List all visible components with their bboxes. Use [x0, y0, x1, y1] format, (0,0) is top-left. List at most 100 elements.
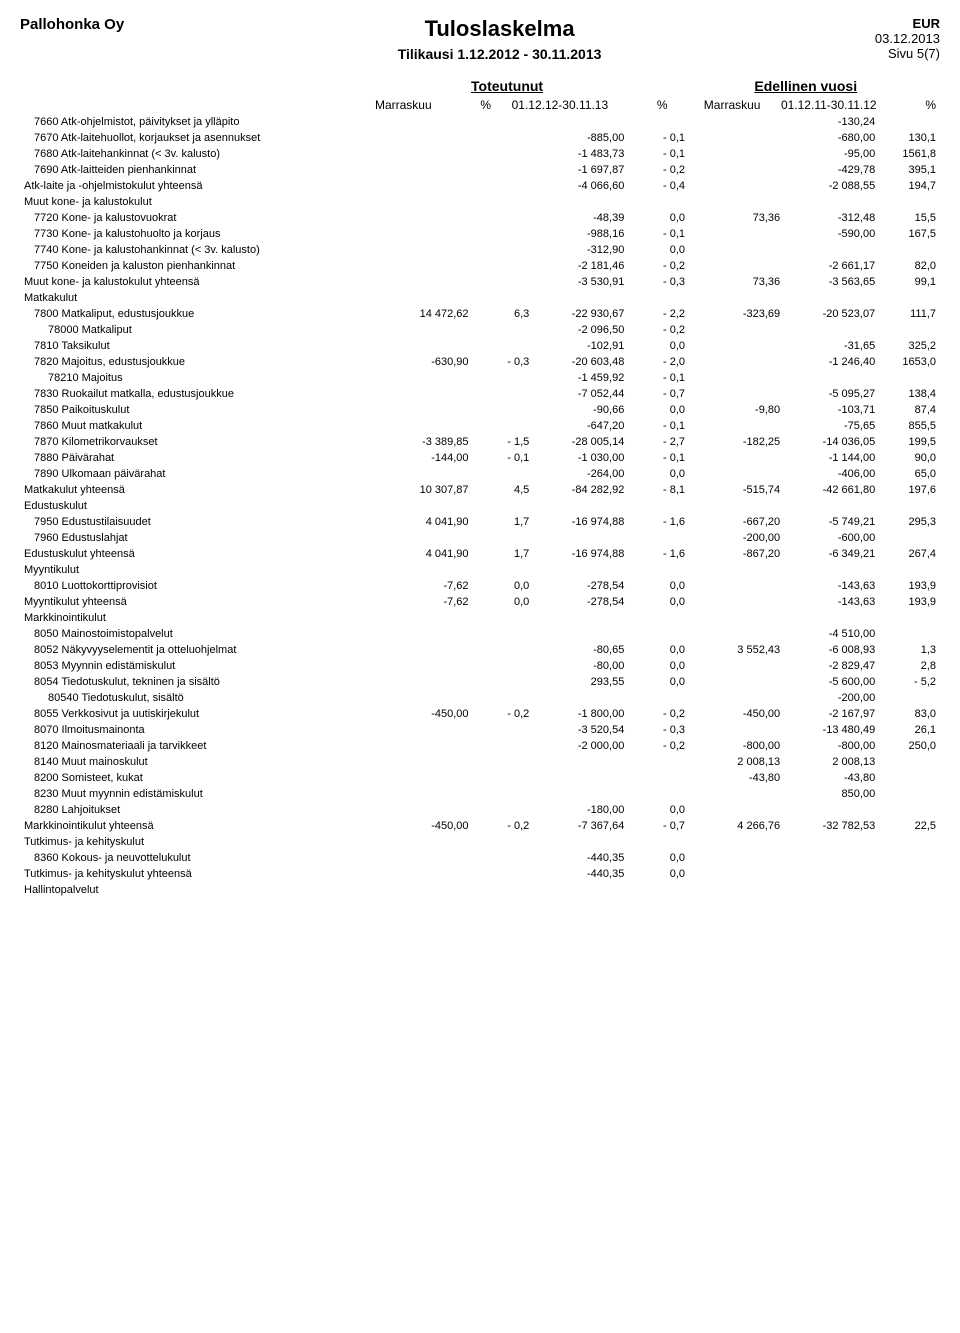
table-row: 8053 Myynnin edistämiskulut-80,000,0-2 8… [20, 658, 940, 674]
cell-c3: -885,00 [533, 130, 628, 146]
cell-p1: -200,00 [689, 530, 784, 546]
cell-c2 [473, 610, 534, 626]
cell-p1 [689, 594, 784, 610]
cell-c1: -630,90 [377, 354, 472, 370]
cell-c4: 0,0 [628, 578, 689, 594]
group-prev: Edellinen vuosi [672, 76, 941, 96]
cell-c4 [628, 290, 689, 306]
cell-c2 [473, 210, 534, 226]
cell-c1 [377, 194, 472, 210]
row-label: 7860 Muut matkakulut [20, 418, 377, 434]
cell-c1: -7,62 [377, 578, 472, 594]
cell-c1 [377, 866, 472, 882]
cell-c1 [377, 370, 472, 386]
row-label: 7830 Ruokailut matkalla, edustusjoukkue [20, 386, 377, 402]
cell-c1 [377, 674, 472, 690]
cell-p3: 83,0 [879, 706, 940, 722]
cell-c2: 0,0 [473, 594, 534, 610]
cell-p1: -450,00 [689, 706, 784, 722]
cell-c3: -1 483,73 [533, 146, 628, 162]
row-label: 7800 Matkaliput, edustusjoukkue [20, 306, 377, 322]
row-label: 8054 Tiedotuskulut, tekninen ja sisältö [20, 674, 377, 690]
row-label: 80540 Tiedotuskulut, sisältö [20, 690, 377, 706]
cell-p3 [879, 626, 940, 642]
cell-c2 [473, 770, 534, 786]
cell-c2 [473, 114, 534, 130]
cell-c3 [533, 562, 628, 578]
cell-c3: -3 520,54 [533, 722, 628, 738]
table-row: 7890 Ulkomaan päivärahat-264,000,0-406,0… [20, 466, 940, 482]
table-row: Markkinointikulut yhteensä-450,00- 0,2-7… [20, 818, 940, 834]
cell-p3: 295,3 [879, 514, 940, 530]
cell-p2: -75,65 [784, 418, 879, 434]
cell-c3: -988,16 [533, 226, 628, 242]
cell-c3 [533, 610, 628, 626]
cell-p1 [689, 674, 784, 690]
cell-c1 [377, 690, 472, 706]
table-row: 7810 Taksikulut-102,910,0-31,65325,2 [20, 338, 940, 354]
cell-p3: 90,0 [879, 450, 940, 466]
cell-p2: -143,63 [784, 578, 879, 594]
cell-p2: -1 144,00 [784, 450, 879, 466]
cell-c1 [377, 258, 472, 274]
cell-p2: -95,00 [784, 146, 879, 162]
cell-c1 [377, 290, 472, 306]
cell-c2 [473, 658, 534, 674]
table-row: 78000 Matkaliput-2 096,50- 0,2 [20, 322, 940, 338]
cell-c4: - 8,1 [628, 482, 689, 498]
cell-c1: 4 041,90 [377, 546, 472, 562]
cell-c4: - 0,7 [628, 818, 689, 834]
cell-c2 [473, 738, 534, 754]
cell-c3: -1 030,00 [533, 450, 628, 466]
cell-p2: -42 661,80 [784, 482, 879, 498]
cell-c3: 293,55 [533, 674, 628, 690]
cell-c1 [377, 162, 472, 178]
cell-c3 [533, 194, 628, 210]
cell-p2: -680,00 [784, 130, 879, 146]
cell-c3 [533, 690, 628, 706]
cell-c2 [473, 418, 534, 434]
cell-c4: 0,0 [628, 242, 689, 258]
cell-c3: -28 005,14 [533, 434, 628, 450]
row-label: 7810 Taksikulut [20, 338, 377, 354]
row-label: 7870 Kilometrikorvaukset [20, 434, 377, 450]
cell-c3 [533, 530, 628, 546]
page-number: Sivu 5(7) [875, 46, 940, 61]
table-row: 7670 Atk-laitehuollot, korjaukset ja ase… [20, 130, 940, 146]
row-label: 8360 Kokous- ja neuvottelukulut [20, 850, 377, 866]
cell-c3: -80,65 [533, 642, 628, 658]
cell-p1 [689, 786, 784, 802]
cell-c1 [377, 850, 472, 866]
cell-p2: -4 510,00 [784, 626, 879, 642]
cell-c4: - 0,1 [628, 226, 689, 242]
cell-c4: - 0,3 [628, 274, 689, 290]
table-row: 7870 Kilometrikorvaukset-3 389,85- 1,5-2… [20, 434, 940, 450]
row-label: 7690 Atk-laitteiden pienhankinnat [20, 162, 377, 178]
row-label: 7660 Atk-ohjelmistot, päivitykset ja yll… [20, 114, 377, 130]
table-row: 8054 Tiedotuskulut, tekninen ja sisältö 2… [20, 674, 940, 690]
table-row: 7750 Koneiden ja kaluston pienhankinnat-… [20, 258, 940, 274]
cell-c1 [377, 498, 472, 514]
cell-c2 [473, 290, 534, 306]
cell-c1 [377, 626, 472, 642]
cell-p3 [879, 850, 940, 866]
cell-c2 [473, 834, 534, 850]
cell-c4: - 0,3 [628, 722, 689, 738]
row-label: Myyntikulut [20, 562, 377, 578]
cell-c4: 0,0 [628, 850, 689, 866]
row-label: Muut kone- ja kalustokulut [20, 194, 377, 210]
row-label: 7850 Paikoituskulut [20, 402, 377, 418]
cell-c3: -22 930,67 [533, 306, 628, 322]
cell-c1 [377, 610, 472, 626]
income-statement-table: 7660 Atk-ohjelmistot, päivitykset ja yll… [20, 114, 940, 898]
row-label: 7960 Edustuslahjat [20, 530, 377, 546]
row-label: Tutkimus- ja kehityskulut [20, 834, 377, 850]
cell-p3 [879, 370, 940, 386]
cell-p1: -9,80 [689, 402, 784, 418]
cell-p3: 99,1 [879, 274, 940, 290]
cell-p2: 2 008,13 [784, 754, 879, 770]
table-row: 7830 Ruokailut matkalla, edustusjoukkue-… [20, 386, 940, 402]
cell-c2 [473, 162, 534, 178]
cell-p3 [879, 834, 940, 850]
cell-p2: -130,24 [784, 114, 879, 130]
